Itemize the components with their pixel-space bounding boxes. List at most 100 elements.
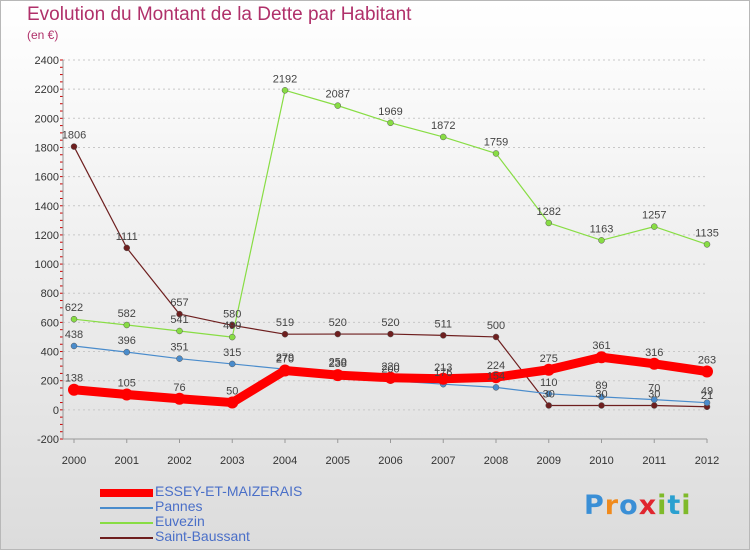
logo-letter: r: [604, 490, 620, 521]
logo-letter: i: [681, 490, 692, 521]
data-label: 76: [173, 382, 185, 394]
data-point: [331, 369, 344, 382]
data-point: [440, 332, 447, 339]
data-label: 315: [223, 347, 241, 359]
data-point: [68, 383, 80, 396]
logo-letter: t: [667, 490, 682, 521]
data-label: 1163: [590, 223, 614, 235]
legend-label: Euvezin: [155, 513, 205, 529]
data-label: 89: [595, 380, 607, 392]
data-point: [281, 330, 289, 338]
data-point: [120, 388, 133, 401]
data-label: 105: [118, 378, 136, 390]
x-tick-label: 2003: [220, 455, 244, 467]
data-label: 541: [170, 314, 188, 326]
data-point: [598, 237, 605, 244]
data-point: [545, 219, 552, 227]
data-label: 213: [434, 362, 452, 374]
x-tick-label: 2005: [326, 455, 350, 467]
data-label: 70: [648, 383, 660, 395]
data-point: [703, 399, 711, 406]
data-point: [701, 365, 713, 378]
x-tick-label: 2002: [167, 455, 191, 467]
data-point: [542, 363, 555, 376]
data-label: 49: [701, 386, 713, 398]
data-label: 499: [223, 320, 241, 332]
data-point: [440, 133, 447, 141]
x-tick-label: 2011: [642, 455, 666, 467]
data-point: [334, 330, 341, 338]
data-point: [492, 384, 500, 391]
data-label: 361: [592, 340, 610, 352]
y-tick-label: 0: [53, 405, 59, 417]
data-point: [598, 393, 605, 401]
data-label: 263: [698, 355, 716, 367]
chart-subtitle: (en €): [27, 28, 59, 42]
y-tick-label: 2200: [35, 84, 59, 96]
data-label: 2087: [326, 89, 350, 101]
data-label: 30: [595, 388, 607, 400]
y-tick-label: 1600: [35, 172, 59, 184]
data-point: [387, 330, 394, 338]
data-point: [595, 351, 608, 364]
data-label: 351: [170, 342, 188, 354]
data-point: [229, 360, 236, 368]
data-label: 21: [701, 390, 713, 402]
legend-swatch: [100, 507, 153, 509]
y-tick-label: 1400: [35, 201, 59, 213]
data-label: 250: [329, 356, 347, 368]
y-tick-label: 400: [41, 347, 59, 359]
legend-swatch: [100, 522, 153, 524]
data-label: 520: [381, 317, 399, 329]
data-label: 50: [226, 386, 238, 398]
data-label: 200: [381, 364, 399, 376]
data-label: 110: [540, 377, 558, 389]
data-label: 1111: [116, 231, 138, 243]
data-label: 519: [276, 317, 294, 329]
logo-letter: i: [657, 490, 668, 521]
y-tick-label: 2400: [35, 55, 59, 67]
data-point: [281, 87, 289, 94]
data-point: [176, 327, 183, 335]
data-point: [70, 315, 78, 323]
data-label: 582: [118, 308, 136, 320]
x-tick-label: 2012: [695, 455, 719, 467]
x-tick-label: 2001: [115, 455, 139, 467]
x-tick-label: 2004: [273, 455, 297, 467]
data-label: 1759: [484, 136, 508, 148]
data-label: 220: [381, 361, 399, 373]
chart-title: Evolution du Montant de la Dette par Hab…: [27, 4, 412, 25]
data-point: [70, 342, 78, 350]
data-label: 176: [434, 367, 452, 379]
x-tick-label: 2007: [431, 455, 455, 467]
data-point: [387, 119, 394, 127]
data-point: [123, 244, 130, 252]
data-label: 30: [648, 388, 660, 400]
data-label: 275: [540, 353, 558, 365]
data-point: [279, 364, 291, 377]
y-tick-label: 1200: [35, 230, 59, 242]
data-point: [598, 402, 605, 409]
logo-letter: x: [638, 490, 658, 521]
data-point: [545, 402, 552, 409]
legend-label: Pannes: [155, 498, 203, 514]
legend-label: Saint-Baussant: [155, 528, 250, 544]
data-label: 1282: [537, 206, 561, 218]
y-tick-label: 1800: [35, 142, 59, 154]
legend-swatch: [100, 489, 153, 497]
data-label: 622: [65, 302, 83, 314]
data-point: [334, 102, 341, 109]
y-tick-label: -200: [37, 434, 59, 446]
data-point: [437, 372, 450, 385]
data-point: [651, 223, 658, 230]
data-point: [651, 402, 658, 409]
x-tick-label: 2010: [589, 455, 613, 467]
y-tick-label: 800: [41, 288, 59, 300]
data-label: 580: [223, 308, 241, 320]
y-tick-label: 600: [41, 317, 59, 329]
y-tick-label: 200: [41, 376, 59, 388]
logo-letter: P: [584, 490, 605, 521]
data-point: [176, 355, 183, 362]
data-label: 520: [329, 317, 347, 329]
data-point: [703, 241, 711, 248]
